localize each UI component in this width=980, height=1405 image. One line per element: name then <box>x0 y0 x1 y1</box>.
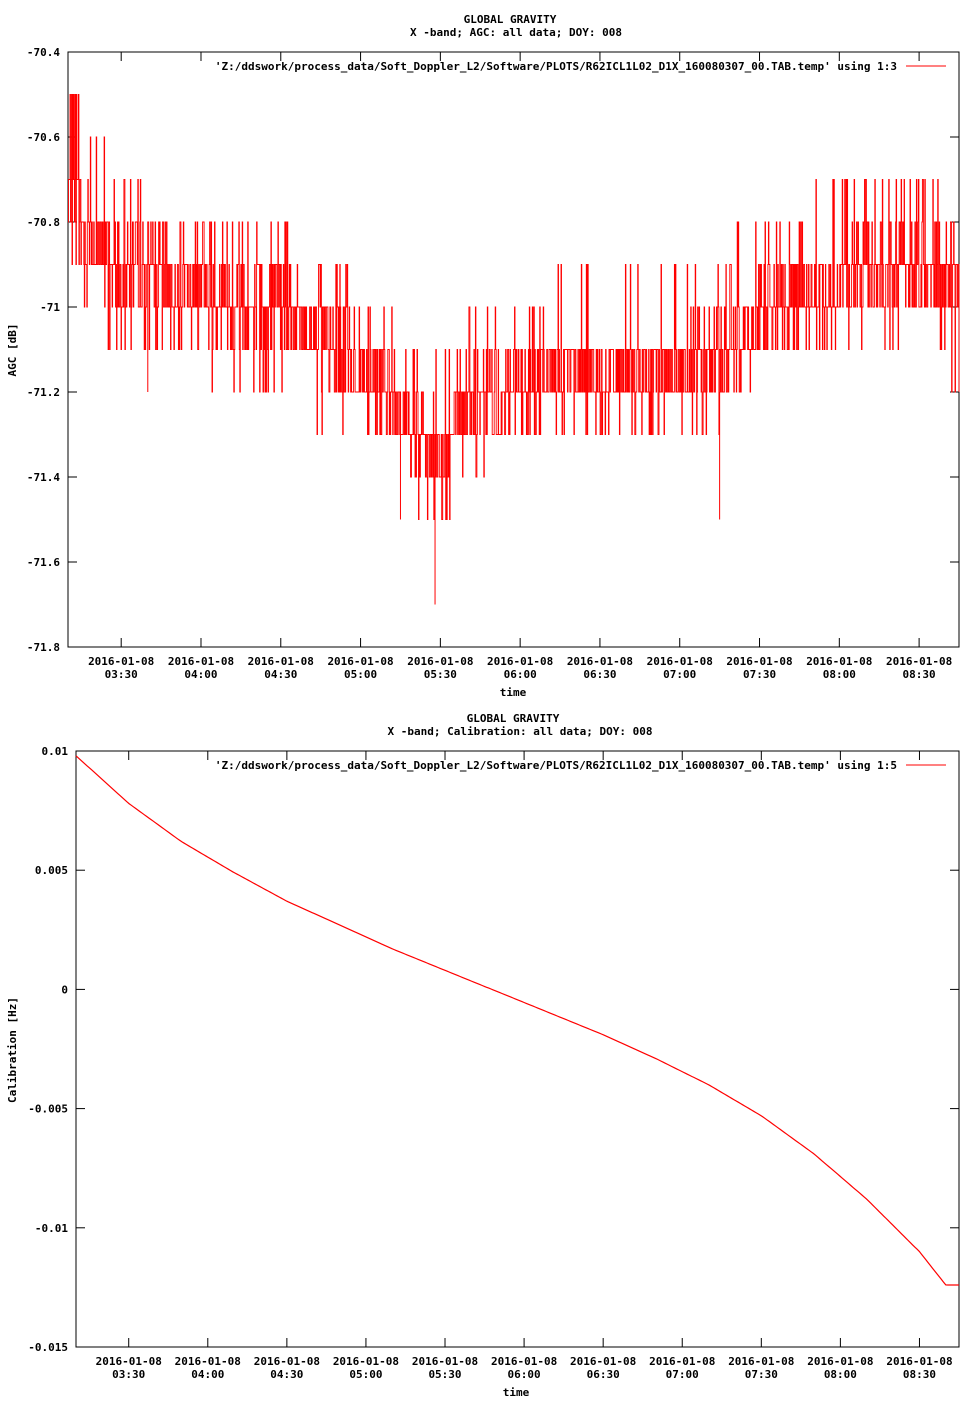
calibration-x-tick-time: 05:30 <box>428 1368 461 1381</box>
calibration-y-axis-ticks: 0.01 0.005 0 -0.005 -0.01 -0.015 <box>28 745 959 1354</box>
agc-y-tick-label: -71.4 <box>27 471 60 484</box>
agc-y-axis-ticks: -70.4 -70.6 -70.8 -71 -71.2 -71.4 -71.6 -71.8 <box>27 46 959 654</box>
agc-x-tick-time: 06:00 <box>504 668 537 681</box>
calibration-legend-label: 'Z:/ddswork/process_data/Soft_Doppler_L2… <box>215 759 897 772</box>
calibration-x-tick-date: 2016-01-08 <box>96 1355 162 1368</box>
agc-y-tick-label: -71 <box>40 301 60 314</box>
calibration-y-tick-label: 0.005 <box>35 864 68 877</box>
calibration-x-tick-time: 04:30 <box>270 1368 303 1381</box>
calibration-x-tick-time: 07:00 <box>666 1368 699 1381</box>
agc-x-tick-time: 04:00 <box>184 668 217 681</box>
calibration-y-tick-label: -0.005 <box>28 1103 68 1116</box>
agc-x-tick-time: 08:30 <box>903 668 936 681</box>
calibration-x-tick-date: 2016-01-08 <box>649 1355 715 1368</box>
calibration-plot-frame <box>75 750 960 1348</box>
agc-y-tick-label: -70.6 <box>27 131 60 144</box>
agc-y-tick-label: -70.4 <box>27 46 60 59</box>
agc-x-tick-date: 2016-01-08 <box>407 655 473 668</box>
agc-x-tick-time: 08:00 <box>823 668 856 681</box>
calibration-series-line <box>75 755 959 1286</box>
agc-chart: GLOBAL GRAVITY X -band; AGC: all data; D… <box>6 13 960 699</box>
calibration-y-tick-label: -0.015 <box>28 1341 68 1354</box>
calibration-chart-title: GLOBAL GRAVITY <box>467 712 560 725</box>
agc-x-tick-date: 2016-01-08 <box>726 655 792 668</box>
calibration-x-tick-date: 2016-01-08 <box>728 1355 794 1368</box>
calibration-x-axis-label: time <box>503 1386 530 1399</box>
calibration-x-tick-time: 03:30 <box>112 1368 145 1381</box>
agc-x-tick-time: 04:30 <box>264 668 297 681</box>
agc-y-tick-label: -70.8 <box>27 216 60 229</box>
agc-series <box>68 94 960 605</box>
calibration-x-tick-time: 06:30 <box>587 1368 620 1381</box>
agc-y-tick-label: -71.6 <box>27 556 60 569</box>
agc-x-tick-time: 05:30 <box>424 668 457 681</box>
calibration-x-tick-date: 2016-01-08 <box>412 1355 478 1368</box>
calibration-x-tick-time: 04:00 <box>191 1368 224 1381</box>
agc-y-axis-label: AGC [dB] <box>6 324 19 377</box>
calibration-chart: GLOBAL GRAVITY X -band; Calibration: all… <box>6 712 960 1399</box>
agc-x-tick-date: 2016-01-08 <box>886 655 952 668</box>
calibration-x-tick-date: 2016-01-08 <box>175 1355 241 1368</box>
agc-x-tick-time: 07:00 <box>663 668 696 681</box>
agc-x-tick-date: 2016-01-08 <box>168 655 234 668</box>
agc-chart-subtitle: X -band; AGC: all data; DOY: 008 <box>410 26 622 39</box>
agc-x-tick-time: 07:30 <box>743 668 776 681</box>
calibration-x-tick-time: 08:00 <box>824 1368 857 1381</box>
agc-series-line <box>68 94 960 520</box>
agc-y-tick-label: -71.8 <box>27 641 60 654</box>
agc-x-tick-time: 03:30 <box>105 668 138 681</box>
agc-y-tick-label: -71.2 <box>27 386 60 399</box>
calibration-x-axis-ticks: 2016-01-0803:302016-01-0804:002016-01-08… <box>96 751 953 1381</box>
calibration-x-tick-date: 2016-01-08 <box>333 1355 399 1368</box>
agc-x-tick-date: 2016-01-08 <box>806 655 872 668</box>
calibration-x-tick-time: 05:00 <box>349 1368 382 1381</box>
calibration-x-tick-time: 08:30 <box>903 1368 936 1381</box>
agc-x-tick-date: 2016-01-08 <box>567 655 633 668</box>
agc-x-axis-ticks: 2016-01-0803:302016-01-0804:002016-01-08… <box>88 52 952 681</box>
calibration-y-tick-label: 0.01 <box>42 745 69 758</box>
calibration-x-tick-time: 07:30 <box>745 1368 778 1381</box>
calibration-x-tick-date: 2016-01-08 <box>886 1355 952 1368</box>
calibration-y-tick-label: 0 <box>61 983 68 996</box>
agc-x-tick-date: 2016-01-08 <box>487 655 553 668</box>
calibration-series <box>75 755 959 1286</box>
calibration-x-tick-date: 2016-01-08 <box>254 1355 320 1368</box>
agc-x-tick-time: 06:30 <box>583 668 616 681</box>
agc-x-tick-date: 2016-01-08 <box>248 655 314 668</box>
agc-x-tick-date: 2016-01-08 <box>327 655 393 668</box>
agc-legend-label: 'Z:/ddswork/process_data/Soft_Doppler_L2… <box>215 60 897 73</box>
calibration-y-axis-label: Calibration [Hz] <box>6 997 19 1103</box>
agc-x-tick-time: 05:00 <box>344 668 377 681</box>
calibration-y-tick-label: -0.01 <box>35 1222 68 1235</box>
calibration-chart-subtitle: X -band; Calibration: all data; DOY: 008 <box>388 725 653 738</box>
calibration-x-tick-date: 2016-01-08 <box>807 1355 873 1368</box>
agc-x-axis-label: time <box>500 686 527 699</box>
calibration-x-tick-time: 06:00 <box>508 1368 541 1381</box>
agc-x-tick-date: 2016-01-08 <box>647 655 713 668</box>
agc-chart-title: GLOBAL GRAVITY <box>464 13 557 26</box>
calibration-x-tick-date: 2016-01-08 <box>570 1355 636 1368</box>
calibration-x-tick-date: 2016-01-08 <box>491 1355 557 1368</box>
agc-x-tick-date: 2016-01-08 <box>88 655 154 668</box>
